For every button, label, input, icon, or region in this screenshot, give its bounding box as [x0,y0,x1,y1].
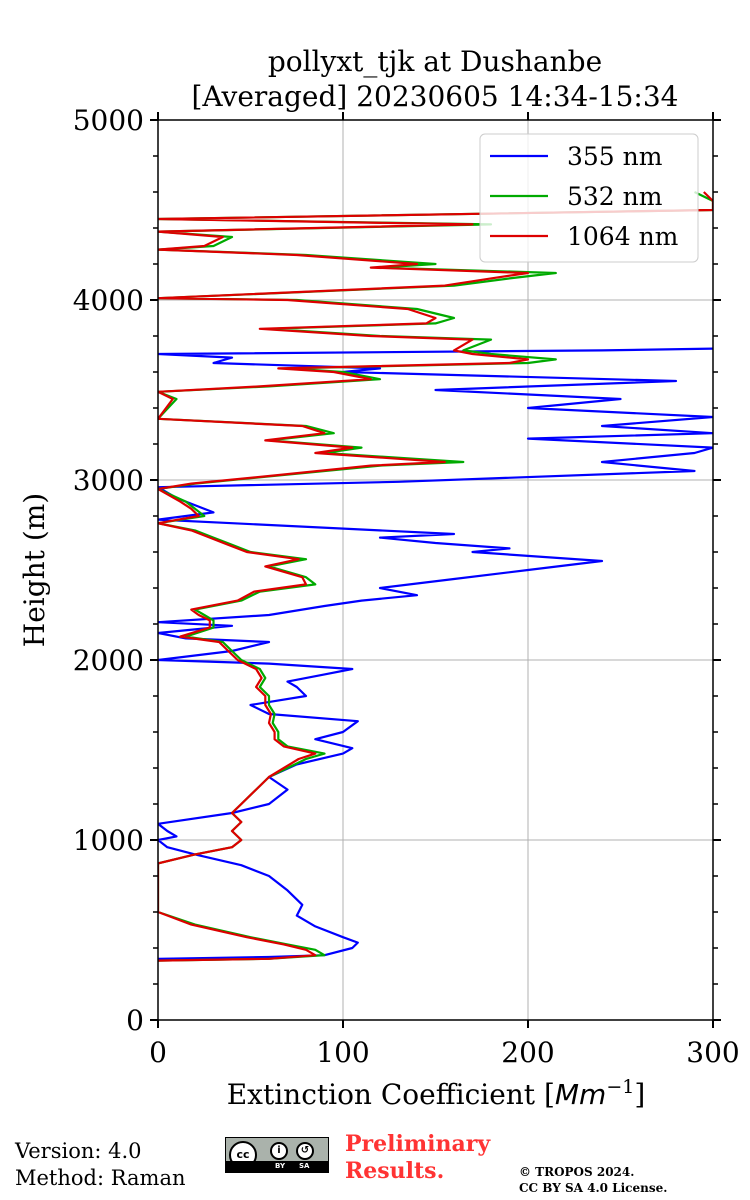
chart-title-line2: [Averaged] 20230605 14:34-15:34 [192,80,679,113]
y-tick-label: 5000 [73,104,144,137]
y-tick-label: 1000 [73,824,144,857]
legend-label: 355 nm [567,142,663,171]
preliminary-label: Preliminary [345,1131,491,1157]
legend-label: 1064 nm [567,222,679,251]
y-axis-label: Height (m) [18,493,51,647]
version-label: Version: 4.0 [15,1139,142,1163]
license-by-label: BY [275,1162,286,1170]
chart-title-line1: pollyxt_tjk at Dushanbe [268,45,602,78]
plot-frame [157,119,714,1021]
y-tick-label: 4000 [73,284,144,317]
license-text: CC BY SA 4.0 License. [519,1181,668,1195]
series-line-532-nm [158,191,713,962]
y-tick-label: 2000 [73,644,144,677]
x-tick-label: 300 [686,1036,739,1069]
series-line-355-nm [158,347,713,960]
y-tick-label: 0 [126,1004,144,1037]
x-axis-label: Extinction Coefficient [Mm−1] [227,1076,646,1111]
results-label: Results. [345,1158,445,1184]
series-layer [158,191,713,962]
attribution-icon: i [270,1142,288,1160]
license-sa-label: SA [299,1162,310,1170]
copyright-label: © TROPOS 2024. [519,1165,635,1179]
share-alike-icon: ↺ [296,1142,314,1160]
legend: 355 nm 532 nm 1064 nm [479,133,699,263]
extinction-profile-chart: pollyxt_tjk at Dushanbe [Averaged] 20230… [18,45,740,1111]
series-line-1064-nm [158,191,713,962]
x-tick-label: 100 [316,1036,369,1069]
x-tick-label: 200 [501,1036,554,1069]
x-tick-label: 0 [149,1036,167,1069]
legend-label: 532 nm [567,182,663,211]
cc-license-badge: cc i ↺ BY SA [225,1137,329,1173]
y-tick-label: 3000 [73,464,144,497]
method-label: Method: Raman [15,1166,186,1190]
